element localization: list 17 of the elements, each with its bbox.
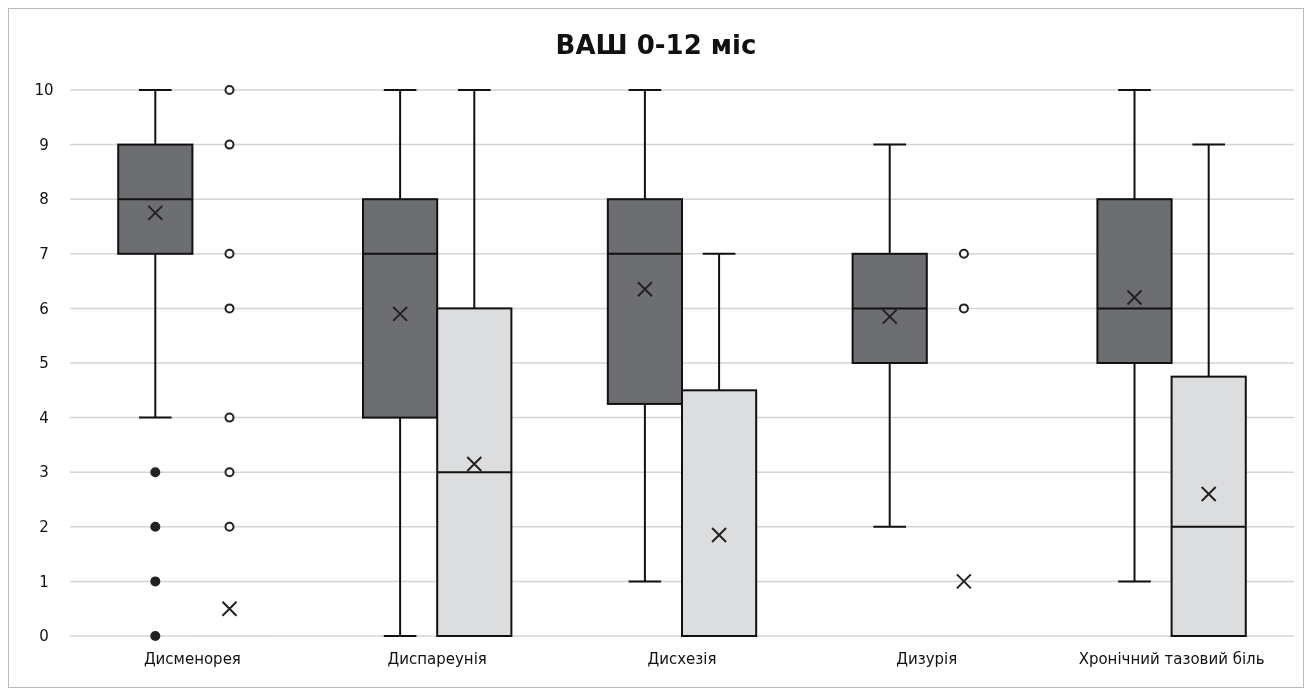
x-tick-label: Дисменорея xyxy=(143,650,241,668)
y-tick-label: 5 xyxy=(39,354,49,373)
y-tick-label: 9 xyxy=(39,135,49,154)
y-tick-label: 10 xyxy=(34,81,54,100)
x-tick-label: Дисхезія xyxy=(647,650,717,668)
y-tick-label: 2 xyxy=(39,518,49,537)
chart-title: ВАШ 0-12 міс xyxy=(555,30,757,60)
y-tick-label: 0 xyxy=(39,627,49,646)
y-tick-label: 8 xyxy=(39,190,49,209)
y-tick-label: 4 xyxy=(39,408,49,427)
x-tick-label: Хронічний тазовий біль xyxy=(1078,650,1265,668)
x-tick-label: Дизурія xyxy=(896,650,958,668)
y-tick-label: 7 xyxy=(39,245,49,264)
x-tick-label: Диспареунія xyxy=(387,650,487,668)
y-tick-label: 1 xyxy=(39,572,49,591)
y-tick-label: 3 xyxy=(39,463,49,482)
y-tick-label: 6 xyxy=(39,299,49,318)
